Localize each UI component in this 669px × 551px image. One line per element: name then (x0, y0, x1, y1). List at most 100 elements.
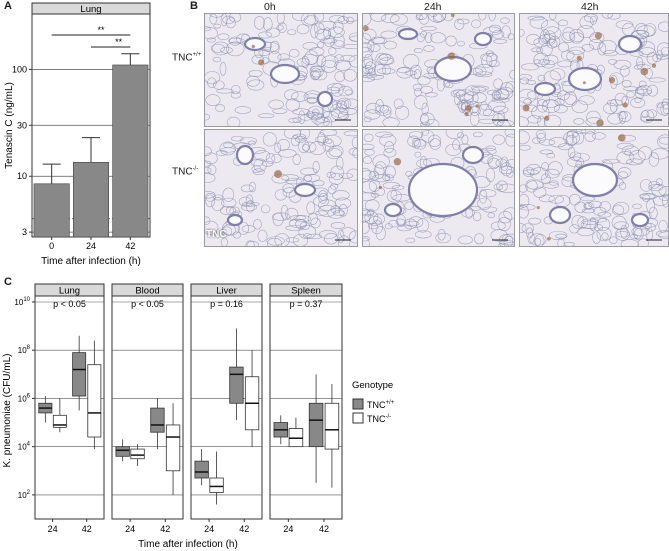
alveolus (601, 232, 609, 241)
alveolus (430, 32, 446, 44)
alveolus (546, 152, 556, 159)
facet-strip (31, 2, 151, 15)
alveolus (592, 132, 606, 140)
facet-frame (269, 295, 343, 520)
alveolus (562, 26, 575, 41)
alveolus (648, 152, 659, 167)
alveolus (402, 54, 420, 69)
alveolus (607, 113, 623, 125)
tnc-stain-spot (544, 115, 550, 121)
alveolus (520, 223, 527, 234)
alveolus (310, 70, 320, 81)
alveolus (495, 88, 510, 100)
alveolus (288, 118, 299, 123)
alveolus (288, 218, 308, 229)
alveolus (481, 54, 493, 69)
airway-vessel (397, 27, 419, 41)
alveolus (322, 138, 335, 152)
alveolus (377, 68, 396, 75)
alveolus (634, 97, 642, 104)
p-value-label: p = 0.37 (290, 299, 323, 309)
airway-vessel (383, 202, 403, 218)
x-tick-label: 24 (86, 241, 96, 251)
alveolus (646, 52, 658, 65)
alveolus (429, 138, 441, 150)
alveolus (626, 91, 635, 98)
alveolus (505, 133, 514, 147)
alveolus (306, 201, 316, 215)
alveolus (502, 233, 514, 243)
micrograph-texture (205, 130, 357, 246)
alveolus (312, 180, 325, 187)
alveolus (428, 134, 441, 147)
alveolus (342, 44, 357, 50)
alveolus (363, 156, 373, 164)
legend-title: Genotype (352, 380, 393, 391)
alveolus (540, 173, 551, 185)
alveolus (226, 116, 241, 126)
alveolus (579, 15, 594, 29)
alveolus (539, 139, 556, 146)
airway-vessel (407, 162, 479, 218)
alveolus (363, 58, 377, 70)
alveolus (253, 219, 262, 230)
alveolus (310, 217, 321, 229)
alveolus (569, 151, 582, 161)
alveolus (205, 220, 219, 235)
y-tick-label: 104 (18, 442, 31, 452)
alveolus (520, 194, 530, 208)
alveolus (520, 130, 530, 145)
alveolus (531, 47, 542, 53)
alveolus (569, 193, 581, 206)
alveolus (212, 41, 230, 56)
alveolus (346, 168, 357, 181)
alveolus (363, 237, 370, 246)
micrograph-ko-24h (362, 129, 515, 247)
alveolus (366, 74, 385, 80)
alveolus (526, 33, 541, 45)
alveolus (584, 203, 593, 210)
alveolus (520, 184, 528, 193)
alveolus (538, 59, 550, 66)
alveolus (530, 167, 549, 181)
alveolus (338, 107, 357, 116)
alveolus (420, 30, 428, 38)
row-label-tnc-wt-base: TNC (172, 52, 193, 64)
alveolus (330, 39, 346, 49)
alveolus (278, 149, 297, 158)
alveolus (548, 137, 568, 148)
alveolus (421, 130, 429, 137)
airway-vessel (571, 162, 619, 198)
alveolus (363, 180, 377, 194)
alveolus (321, 55, 339, 68)
alveolus (363, 133, 374, 142)
alveolus (309, 141, 326, 156)
alveolus (414, 95, 428, 110)
alveolus (205, 194, 215, 208)
micrograph-ko-0h (204, 129, 358, 247)
alveolus (461, 134, 469, 145)
alveolus (292, 154, 301, 166)
alveolus (499, 240, 514, 246)
alveolus (509, 69, 514, 80)
tnc-stain-spot (640, 67, 649, 76)
alveolus (489, 24, 502, 33)
alveolus (617, 171, 629, 180)
alveolus (618, 111, 632, 123)
alveolus (363, 42, 372, 53)
tnc-stain-spot (582, 81, 586, 85)
y-tick-base: 10 (18, 394, 27, 403)
alveolus (536, 99, 548, 113)
alveolus (219, 141, 236, 156)
alveolus (205, 71, 221, 85)
alveolus (427, 14, 446, 23)
alveolus (363, 53, 373, 69)
alveolus (445, 130, 463, 140)
legend-label-base: TNC (367, 400, 386, 410)
x-axis-title: Time after infection (h) (138, 539, 238, 550)
alveolus (566, 49, 585, 63)
alveolus (414, 69, 421, 80)
alveolus (262, 132, 277, 147)
alveolus (351, 136, 357, 149)
alveolus (373, 213, 385, 225)
